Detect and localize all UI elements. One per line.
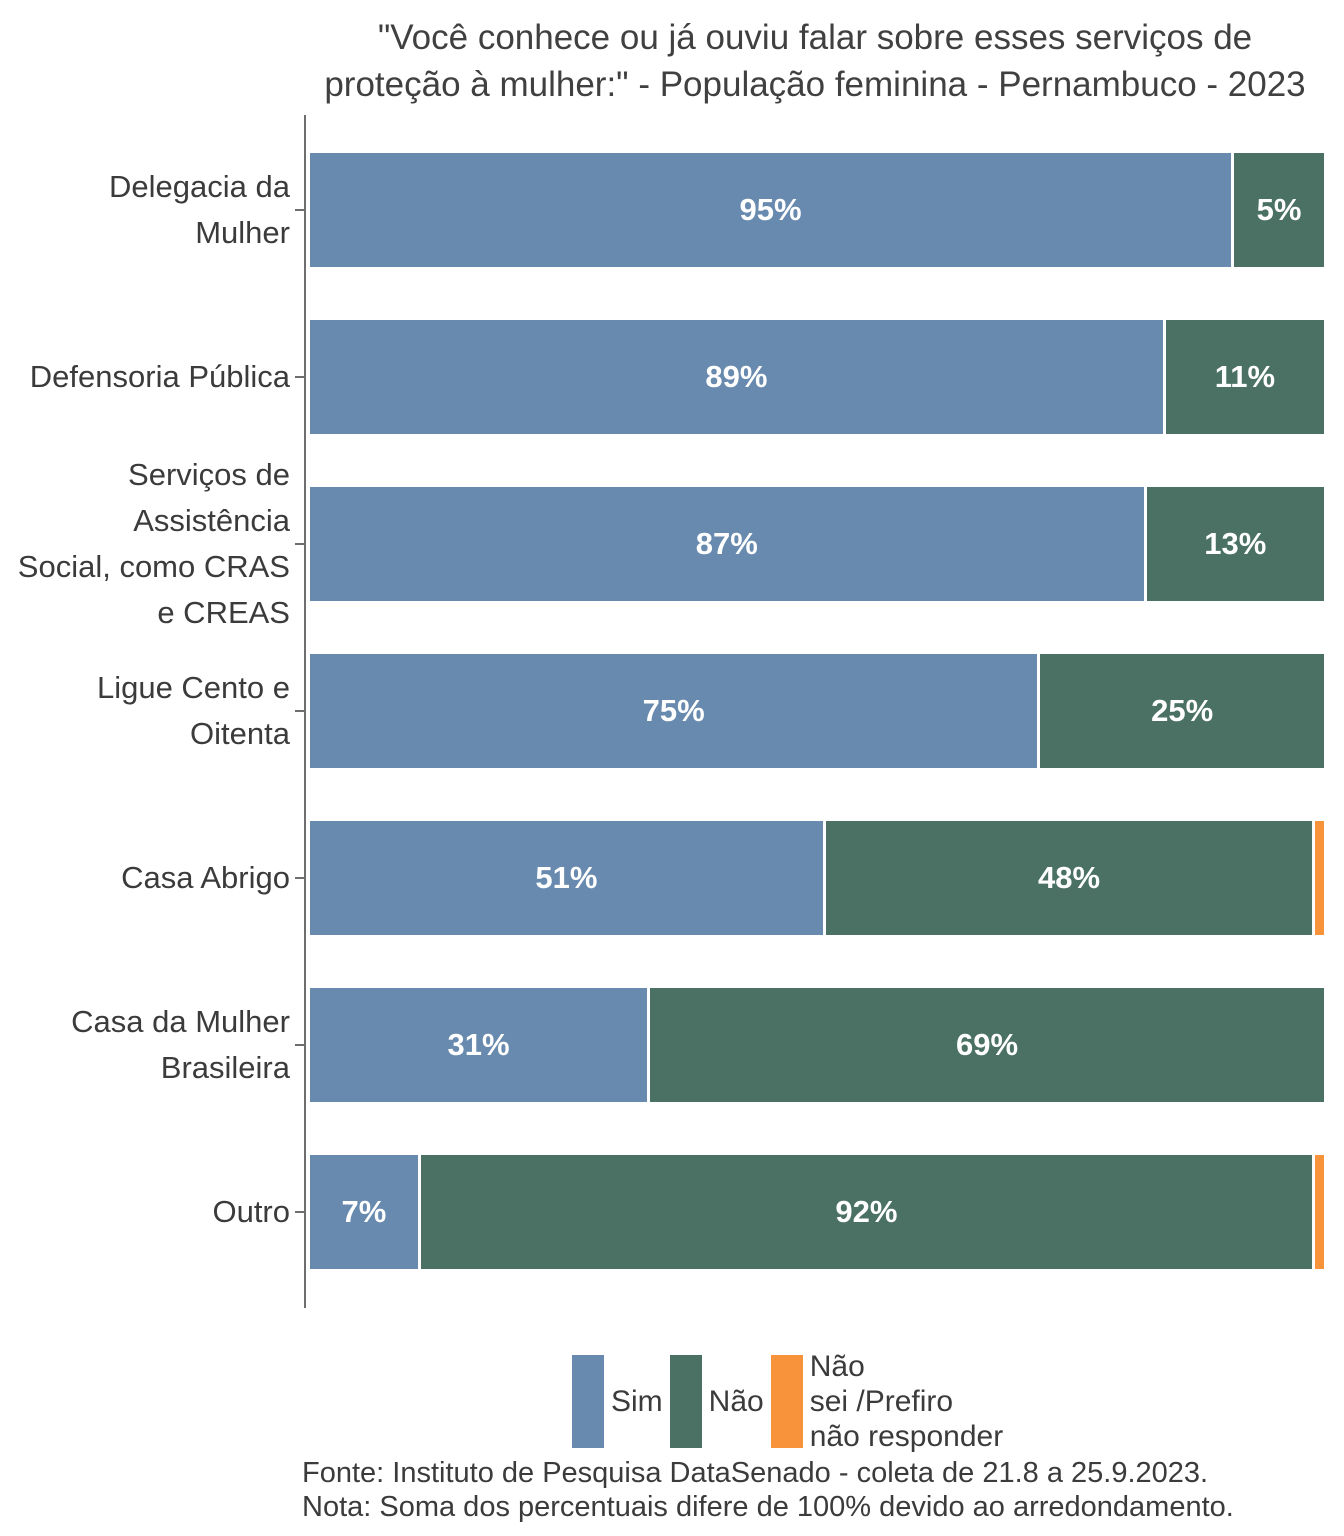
category-label: Ligue Cento e Oitenta [96,670,290,751]
bar-segment-nao: 92% [420,1155,1312,1269]
bar-segment-nao: 25% [1040,654,1325,768]
bar-row: Ligue Cento e Oitenta 75% 25% [97,654,1325,768]
bar-value-label: 7% [341,1194,387,1229]
bar-row: Serviços de Assistência Social, como CRA… [18,457,1324,630]
bar-segments: 95% 5% [310,153,1324,267]
axis-tick [295,543,305,545]
bar-value-label: 48% [1037,860,1101,895]
bar-value-label: 31% [447,1027,510,1062]
category-label: Delegacia da Mulher [109,169,290,250]
bar-segment-nao: 69% [649,988,1324,1102]
bar-segment-nao: 48% [825,821,1313,935]
bar-value-label: 92% [835,1194,898,1229]
y-axis-line [304,115,306,1308]
bar-segments: 89% 11% [310,320,1324,434]
bar-value-label: 95% [739,192,802,227]
bar-segment-sim: 31% [310,988,647,1102]
source-note: Fonte: Instituto de Pesquisa DataSenado … [302,1457,1209,1489]
category-label: Casa da Mulher Brasileira [71,1004,290,1085]
axis-tick [295,1044,305,1046]
bar-segments: 31% 69% [310,988,1324,1102]
bar-segment-sim: 75% [310,654,1038,768]
axis-tick [295,877,305,879]
bar-segments: 75% 25% [310,654,1325,768]
chart-title: "Você conhece ou já ouviu falar sobre es… [0,14,1344,108]
legend-label-nao-sei: Não sei /Prefiro não responder [809,1350,1004,1453]
bar-value-label: 13% [1204,526,1267,561]
bar-row: Defensoria Pública 89% 11% [30,320,1324,434]
category-label: Outro [212,1194,290,1229]
category-label: Casa Abrigo [121,860,290,895]
rounding-note: Nota: Soma dos percentuais difere de 100… [302,1491,1234,1523]
bar-value-label: 87% [695,526,758,561]
bar-segments: 51% 48% [310,821,1325,935]
chart-title-line1: "Você conhece ou já ouviu falar sobre es… [377,18,1253,57]
legend: Sim Não Não sei /Prefiro não responder [572,1349,1003,1454]
bar-value-label: 25% [1151,693,1214,728]
bar-segment-nao_sei [1315,821,1325,935]
category-label: Serviços de Assistência Social, como CRA… [17,457,290,630]
plot-rows: Delegacia da Mulher 95% 5% Defensoria Púb… [18,115,1325,1269]
bar-row: Delegacia da Mulher 95% 5% [109,153,1324,267]
bar-segment-sim: 89% [310,320,1163,434]
category-label: Defensoria Pública [29,359,290,394]
bar-segment-sim: 7% [310,1155,418,1269]
axis-tick [295,376,305,378]
bar-row: Casa Abrigo 51% 48% [121,821,1325,935]
chart-title-line2: proteção à mulher:" - População feminina… [324,65,1306,104]
bar-segment-nao: 5% [1233,153,1324,267]
bar-row: Outro 7% 92% [212,1155,1324,1269]
bar-segment-nao: 13% [1146,487,1324,601]
bar-value-label: 51% [535,860,598,895]
bar-row: Casa da Mulher Brasileira 31% 69% [71,988,1324,1102]
legend-swatch-nao-sei [770,1355,803,1448]
bar-segment-sim: 87% [310,487,1144,601]
legend-label-nao: Não [708,1385,764,1418]
bar-value-label: 5% [1256,192,1302,227]
bar-segment-nao_sei [1314,1155,1324,1269]
bar-value-label: 69% [955,1027,1019,1062]
bar-segment-sim: 51% [310,821,823,935]
bar-segments: 7% 92% [310,1155,1324,1269]
bar-segment-sim: 95% [310,153,1231,267]
axis-tick [295,710,305,712]
axis-tick [295,209,305,211]
bar-value-label: 75% [642,693,705,728]
bar-value-label: 89% [705,359,768,394]
bar-segments: 87% 13% [310,487,1324,601]
bar-segment-nao: 11% [1165,320,1324,434]
legend-label-sim: Sim [611,1385,663,1418]
chart-footer: Fonte: Instituto de Pesquisa DataSenado … [302,1456,1234,1524]
bar-value-label: 11% [1214,359,1276,394]
axis-tick [295,1211,305,1213]
legend-swatch-sim [572,1355,604,1448]
legend-swatch-nao [669,1355,702,1448]
